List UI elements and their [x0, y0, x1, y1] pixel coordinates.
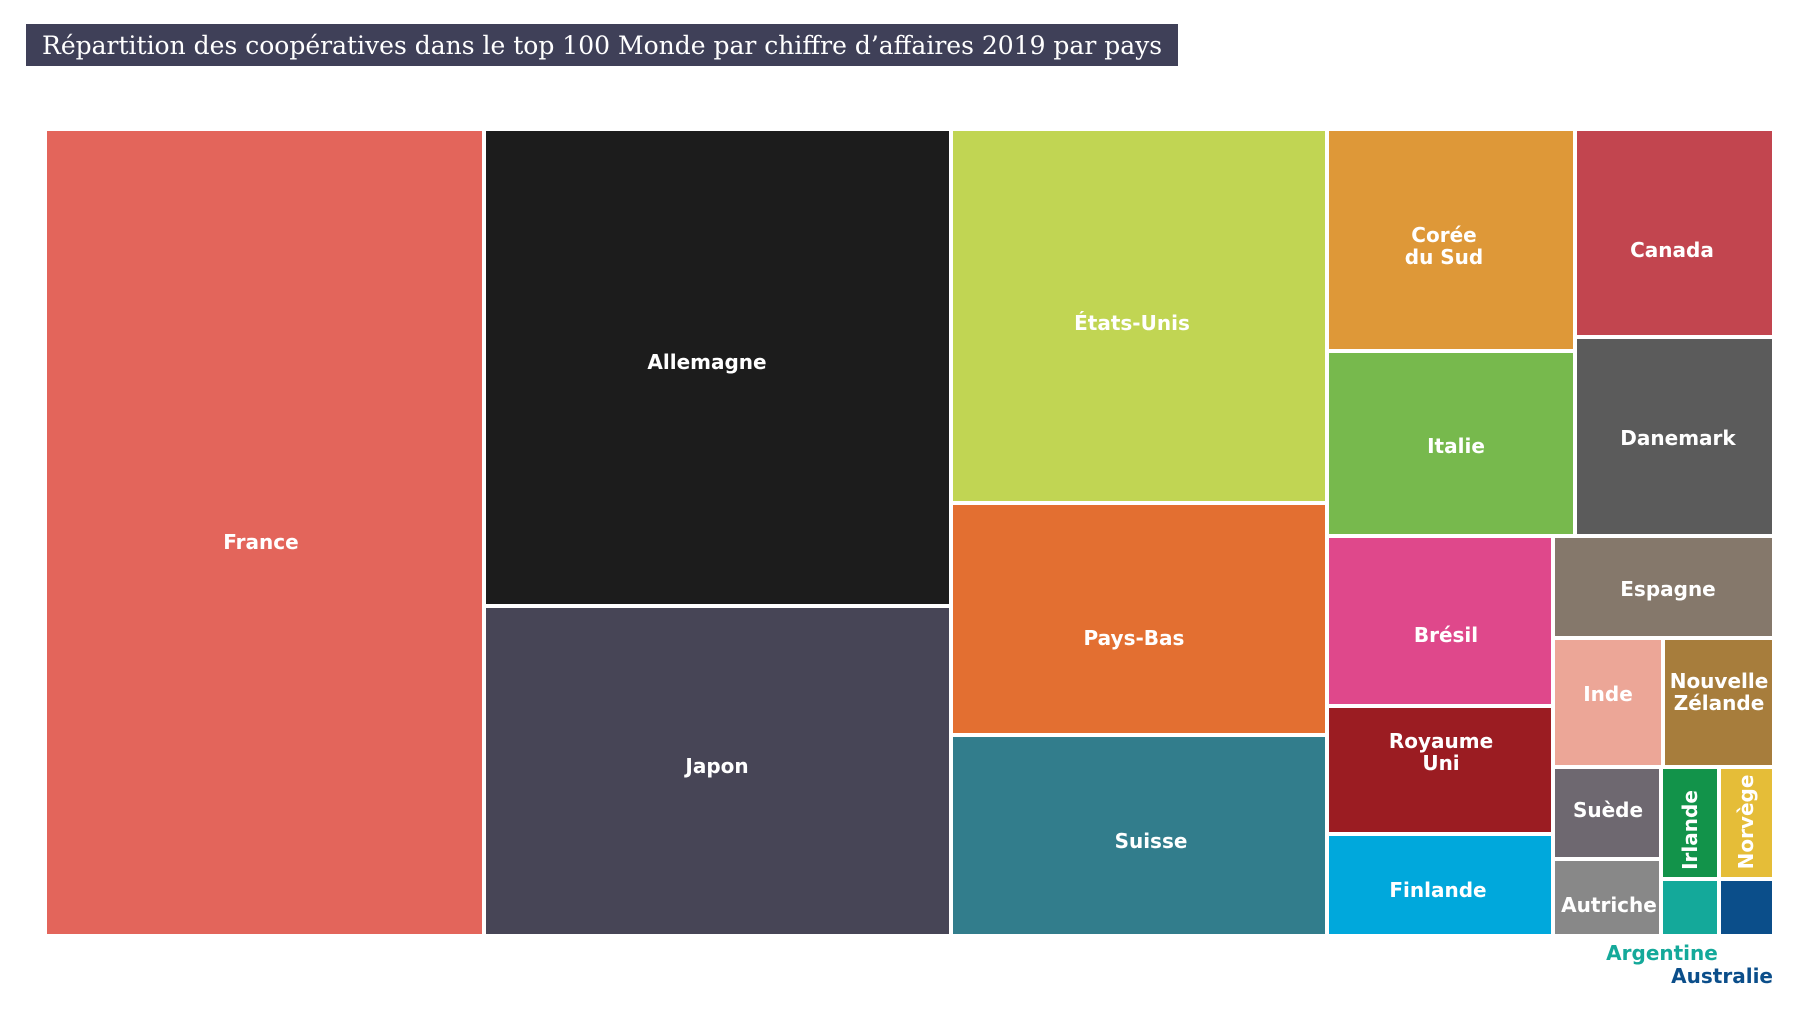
tile-label: Nouvelle Zélande [1670, 669, 1769, 715]
tile-rect [1327, 834, 1553, 936]
tile-rect [1719, 767, 1774, 879]
tile-rect [1575, 129, 1774, 337]
tile-rect [951, 129, 1327, 503]
tile-label: Allemagne [647, 350, 766, 374]
tile-allemagne: Allemagne [484, 129, 951, 606]
tile-suède: Suède [1553, 767, 1661, 859]
tile-label: Norvège [1734, 775, 1758, 870]
tile-rect [1327, 536, 1553, 706]
tile-rect [1327, 129, 1575, 351]
tile-rect [1661, 879, 1719, 936]
tile-rect [1553, 767, 1661, 859]
tile-label: Inde [1583, 682, 1633, 706]
tile-rect [1719, 879, 1774, 936]
tile-label: Royaume Uni [1389, 729, 1493, 775]
tile-irlande: Irlande [1661, 767, 1719, 879]
tile-label: Irlande [1678, 790, 1702, 870]
tile-italie: Italie [1327, 351, 1575, 536]
tile-label: France [223, 530, 298, 554]
tile-australie: Australie [1671, 879, 1774, 988]
tile-rect [1553, 859, 1661, 936]
tile-rect [1327, 706, 1553, 834]
tile-rect [45, 129, 484, 936]
tile-espagne: Espagne [1553, 536, 1774, 638]
tile-corée-du-sud: Corée du Sud [1327, 129, 1575, 351]
tile-label: Brésil [1414, 623, 1478, 647]
tile-label: Autriche [1561, 893, 1657, 917]
tile-danemark: Danemark [1575, 337, 1774, 536]
tile-rect [1661, 767, 1719, 879]
tile-rect [484, 129, 951, 606]
tile-inde: Inde [1553, 638, 1663, 767]
chart-title: Répartition des coopératives dans le top… [26, 24, 1179, 66]
tile-norvège: Norvège [1719, 767, 1774, 879]
tile-autriche: Autriche [1553, 859, 1661, 936]
tile-label: Australie [1671, 964, 1773, 988]
tile-label: Finlande [1389, 878, 1486, 902]
tile-rect [1553, 536, 1774, 638]
tile-pays-bas: Pays-Bas [951, 503, 1327, 735]
tile-royaume-uni: Royaume Uni [1327, 706, 1553, 834]
tile-japon: Japon [484, 606, 951, 936]
tile-rect [951, 503, 1327, 735]
tile-rect [1553, 638, 1663, 767]
tile-rect [1663, 638, 1774, 767]
tile-rect [1575, 337, 1774, 536]
tile-argentine: Argentine [1606, 879, 1719, 965]
tile-brésil: Brésil [1327, 536, 1553, 706]
tile-label: Japon [683, 754, 748, 778]
tile-label: Suède [1573, 798, 1643, 822]
tile-états-unis: États-Unis [951, 129, 1327, 503]
tile-label: Corée du Sud [1405, 223, 1483, 269]
tile-label: Suisse [1115, 829, 1188, 853]
tile-label: Canada [1630, 238, 1714, 262]
tile-label: États-Unis [1074, 311, 1190, 335]
tile-rect [484, 606, 951, 936]
tile-label: Danemark [1620, 426, 1736, 450]
tile-rect [1327, 351, 1575, 536]
tile-finlande: Finlande [1327, 834, 1553, 936]
tile-france: France [45, 129, 484, 936]
tile-rect [951, 735, 1327, 936]
tile-label: Espagne [1620, 577, 1716, 601]
tile-suisse: Suisse [951, 735, 1327, 936]
tile-nouvelle-zélande: Nouvelle Zélande [1663, 638, 1774, 767]
tile-canada: Canada [1575, 129, 1774, 337]
tile-label: Argentine [1606, 941, 1718, 965]
tile-label: Italie [1427, 434, 1485, 458]
tile-label: Pays-Bas [1084, 626, 1185, 650]
